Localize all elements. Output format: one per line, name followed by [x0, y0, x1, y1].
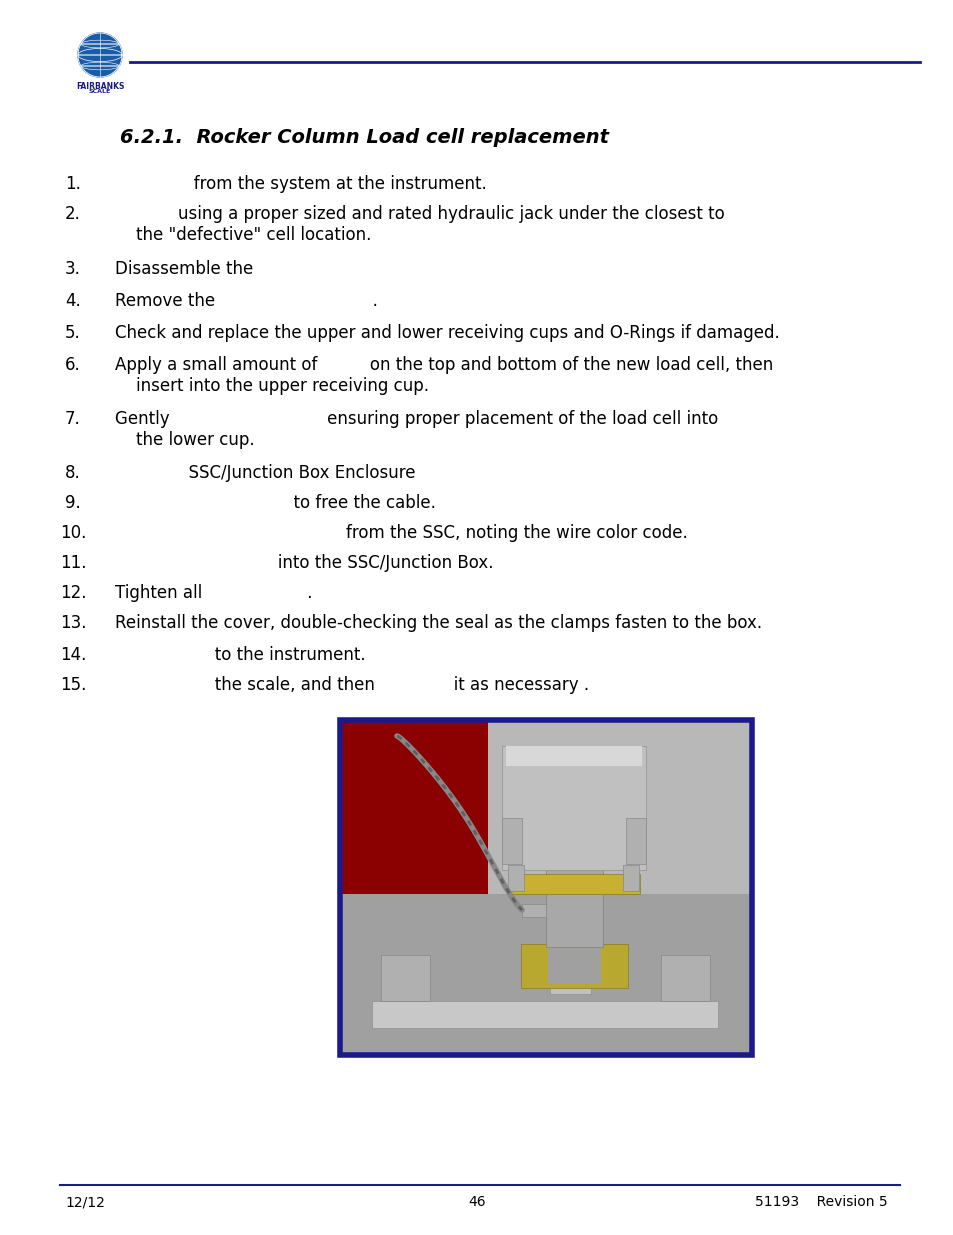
Text: 12.: 12. — [60, 584, 87, 601]
Text: 8.: 8. — [65, 464, 81, 482]
Bar — [550, 961, 590, 994]
Bar — [380, 955, 430, 1002]
Text: from the SSC, noting the wire color code.: from the SSC, noting the wire color code… — [115, 524, 687, 542]
Text: Tighten all                    .: Tighten all . — [115, 584, 313, 601]
Bar — [507, 864, 523, 890]
Text: Disassemble the: Disassemble the — [115, 261, 253, 278]
Text: 46: 46 — [468, 1195, 485, 1209]
Bar — [622, 864, 639, 890]
Text: into the SSC/Junction Box.: into the SSC/Junction Box. — [115, 555, 493, 572]
Text: Reinstall the cover, double-checking the seal as the clamps fasten to the box.: Reinstall the cover, double-checking the… — [115, 614, 761, 632]
Text: to the instrument.: to the instrument. — [115, 646, 365, 664]
Text: Gently                              ensuring proper placement of the load cell i: Gently ensuring proper placement of the … — [115, 410, 718, 448]
Text: 2.: 2. — [65, 205, 81, 224]
Bar — [372, 1002, 718, 1028]
Circle shape — [78, 33, 122, 77]
Text: 6.2.1.  Rocker Column Load cell replacement: 6.2.1. Rocker Column Load cell replaceme… — [120, 128, 608, 147]
Text: 6.: 6. — [65, 356, 81, 374]
Bar — [520, 944, 627, 988]
Text: 10.: 10. — [60, 524, 87, 542]
Text: FAIRBANKS: FAIRBANKS — [75, 82, 124, 91]
Bar — [505, 746, 641, 766]
Text: 15.: 15. — [60, 676, 87, 694]
Bar — [339, 720, 751, 1055]
Bar — [545, 813, 602, 947]
Bar — [625, 818, 645, 864]
Bar — [488, 720, 749, 894]
Text: the scale, and then               it as necessary .: the scale, and then it as necessary . — [115, 676, 589, 694]
Text: 1.: 1. — [65, 175, 81, 193]
Text: from the system at the instrument.: from the system at the instrument. — [115, 175, 486, 193]
Text: 11.: 11. — [60, 555, 87, 572]
Bar — [341, 722, 749, 1053]
Text: 13.: 13. — [60, 614, 87, 632]
Text: 12/12: 12/12 — [65, 1195, 105, 1209]
Bar — [341, 720, 490, 894]
Bar — [521, 904, 545, 918]
Text: 4.: 4. — [65, 291, 81, 310]
Text: Apply a small amount of          on the top and bottom of the new load cell, the: Apply a small amount of on the top and b… — [115, 356, 773, 395]
Bar — [547, 948, 600, 984]
Bar — [660, 955, 709, 1002]
Text: 3.: 3. — [65, 261, 81, 278]
Text: SCALE: SCALE — [89, 89, 111, 94]
Text: to free the cable.: to free the cable. — [115, 494, 436, 513]
Text: Check and replace the upper and lower receiving cups and O-Rings if damaged.: Check and replace the upper and lower re… — [115, 324, 779, 342]
Text: Remove the                              .: Remove the . — [115, 291, 377, 310]
Text: SSC/Junction Box Enclosure: SSC/Junction Box Enclosure — [115, 464, 416, 482]
Text: 51193    Revision 5: 51193 Revision 5 — [755, 1195, 887, 1209]
Text: 7.: 7. — [65, 410, 81, 429]
Text: using a proper sized and rated hydraulic jack under the closest to
    the "defe: using a proper sized and rated hydraulic… — [115, 205, 724, 243]
Text: 5.: 5. — [65, 324, 81, 342]
Text: 14.: 14. — [60, 646, 87, 664]
Text: 9.: 9. — [65, 494, 81, 513]
Bar — [501, 746, 645, 869]
Bar — [509, 874, 639, 894]
Bar — [501, 818, 521, 864]
